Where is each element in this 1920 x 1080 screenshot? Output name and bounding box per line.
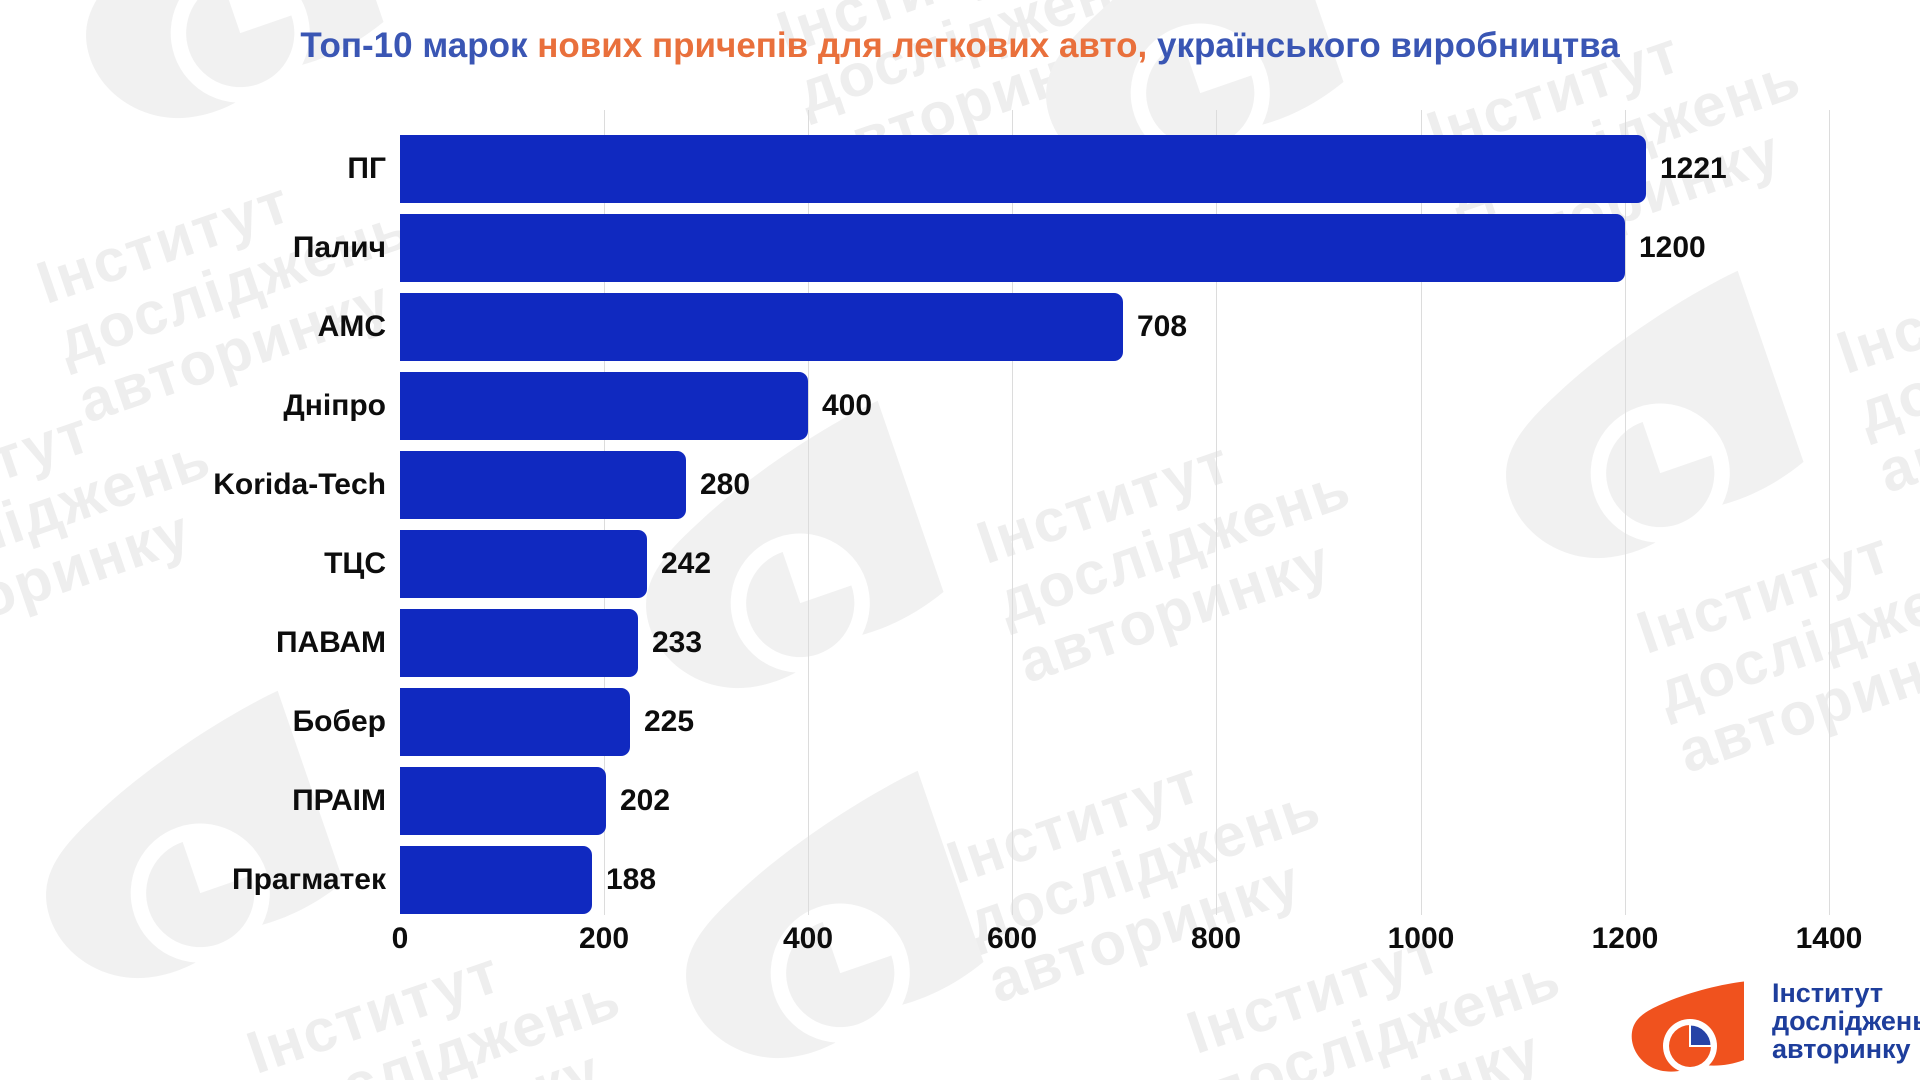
gridline-400 xyxy=(808,110,809,915)
gridline-1200 xyxy=(1625,110,1626,915)
bar xyxy=(400,214,1625,282)
institute-logo-icon xyxy=(1626,980,1758,1079)
category-label: ПАВАМ xyxy=(275,626,386,659)
bar xyxy=(400,530,647,598)
bar-value-label: 242 xyxy=(661,547,712,580)
x-tick-label: 600 xyxy=(986,922,1038,955)
x-tick-label: 1000 xyxy=(1387,922,1455,955)
chart-title-part-blue-2: українського виробництва xyxy=(1147,26,1620,65)
x-tick-label: 1200 xyxy=(1591,922,1659,955)
x-tick-label: 800 xyxy=(1190,922,1242,955)
x-tick-label: 0 xyxy=(391,922,409,955)
bar-value-label: 1221 xyxy=(1660,152,1727,185)
category-label: ПРАІМ xyxy=(292,784,386,817)
category-label: Korida-Tech xyxy=(213,468,386,501)
x-tick-label: 400 xyxy=(782,922,834,955)
bar xyxy=(400,451,686,519)
category-label: АМС xyxy=(317,310,386,343)
footer-logo: Інститут досліджень авторинку xyxy=(1626,980,1920,1079)
category-label: Бобер xyxy=(292,705,386,738)
chart-title: Топ-10 марок нових причепів для легкових… xyxy=(0,26,1920,66)
bar-value-label: 225 xyxy=(644,705,695,738)
bar-value-label: 1200 xyxy=(1639,231,1706,264)
logo-line-2: досліджень xyxy=(1772,1006,1920,1036)
institute-logo-text: Інститут досліджень авторинку xyxy=(1772,980,1920,1064)
category-label: Палич xyxy=(292,231,386,264)
category-label: Прагматек xyxy=(232,863,386,896)
x-tick-label: 1400 xyxy=(1795,922,1863,955)
x-tick-label: 200 xyxy=(578,922,630,955)
bar-value-label: 400 xyxy=(822,389,873,422)
gridline-1000 xyxy=(1421,110,1422,915)
logo-line-3: авторинку xyxy=(1772,1034,1911,1064)
bar xyxy=(400,767,606,835)
category-label: ТЦС xyxy=(324,547,386,580)
bar-value-label: 280 xyxy=(700,468,751,501)
gridline-1400 xyxy=(1829,110,1830,915)
bar xyxy=(400,135,1646,203)
bar-value-label: 188 xyxy=(606,863,657,896)
bar xyxy=(400,293,1123,361)
chart-title-part-blue-1: Топ-10 марок xyxy=(300,26,538,65)
gridline-600 xyxy=(1012,110,1013,915)
bar xyxy=(400,688,630,756)
category-label: Дніпро xyxy=(283,389,386,422)
gridline-800 xyxy=(1216,110,1217,915)
bar xyxy=(400,372,808,440)
bar-value-label: 708 xyxy=(1137,310,1188,343)
logo-line-1: Інститут xyxy=(1772,978,1884,1008)
category-label: ПГ xyxy=(347,152,386,185)
bar-value-label: 233 xyxy=(652,626,703,659)
bar xyxy=(400,846,592,914)
bar xyxy=(400,609,638,677)
chart-title-part-orange: нових причепів для легкових авто, xyxy=(537,26,1148,65)
bar-value-label: 202 xyxy=(620,784,671,817)
